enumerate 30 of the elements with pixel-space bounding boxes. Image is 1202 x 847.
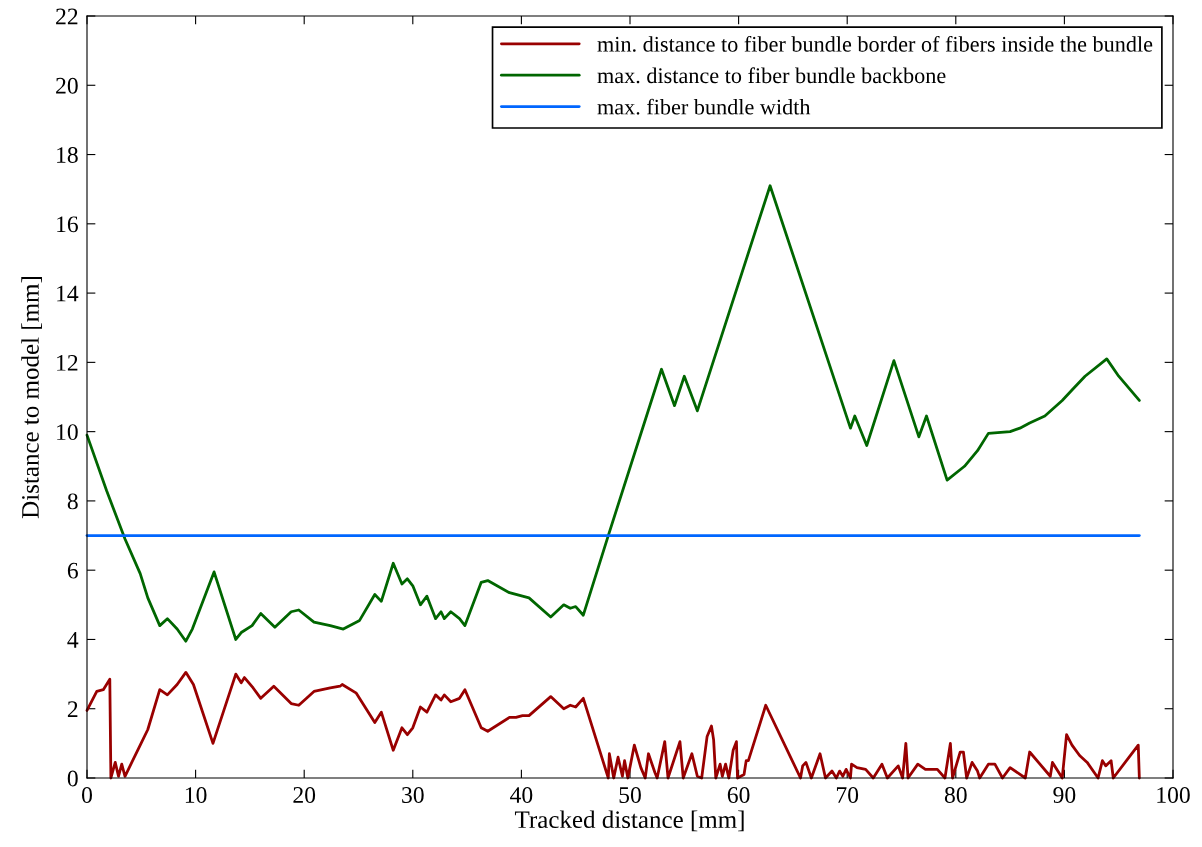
y-tick-label: 2 bbox=[67, 701, 78, 717]
x-tick-label: 100 bbox=[1157, 787, 1190, 803]
y-tick-label: 22 bbox=[56, 8, 78, 25]
y-tick-label: 10 bbox=[57, 424, 78, 441]
y-axis-title: Distance to model [mm] bbox=[21, 277, 42, 519]
y-tick-label: 18 bbox=[57, 147, 78, 163]
y-tick-label: 6 bbox=[67, 562, 78, 579]
y-tick-label: 4 bbox=[67, 632, 79, 648]
x-tick-label: 50 bbox=[619, 787, 641, 803]
y-tick-label: 14 bbox=[57, 285, 79, 302]
x-tick-label: 80 bbox=[944, 787, 967, 803]
legend-label: max. fiber bundle width bbox=[597, 98, 811, 115]
y-tick-label: 0 bbox=[67, 770, 78, 787]
x-tick-label: 90 bbox=[1053, 787, 1076, 803]
x-tick-label: 70 bbox=[836, 787, 859, 803]
y-tick-label: 8 bbox=[67, 493, 78, 510]
x-tick-label: 20 bbox=[293, 787, 316, 803]
legend-label: min. distance to fiber bundle border of fibers inside the bundle bbox=[597, 35, 1153, 52]
x-tick-label: 40 bbox=[510, 787, 533, 803]
x-tick-label: 10 bbox=[185, 787, 207, 803]
x-tick-label: 60 bbox=[727, 787, 750, 803]
y-tick-label: 20 bbox=[56, 77, 78, 94]
y-tick-label: 16 bbox=[57, 216, 78, 233]
line-series bbox=[85, 670, 1141, 780]
x-tick-label: 0 bbox=[82, 787, 92, 803]
line-series bbox=[85, 184, 1141, 643]
x-tick-label: 30 bbox=[402, 787, 424, 803]
x-axis-title: Tracked distance [mm] bbox=[514, 810, 744, 832]
y-tick-label: 12 bbox=[57, 354, 78, 371]
legend-label: max. distance to fiber bundle backbone bbox=[597, 67, 946, 84]
